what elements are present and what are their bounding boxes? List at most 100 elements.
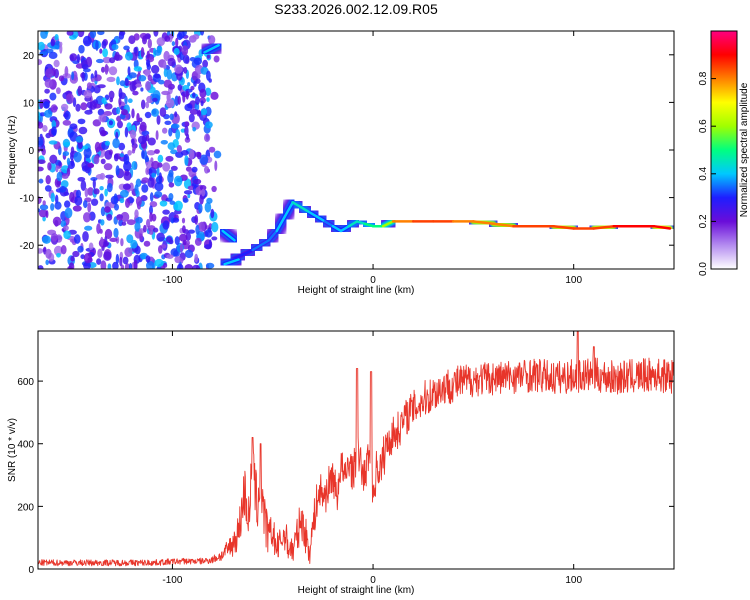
noise-blob	[105, 174, 114, 179]
noise-blob	[83, 252, 92, 264]
noise-blob	[48, 140, 58, 145]
noise-blob	[116, 214, 123, 221]
noise-blob	[163, 50, 170, 62]
noise-blob	[141, 150, 145, 159]
noise-blob	[83, 200, 88, 209]
noise-blob	[120, 238, 124, 247]
noise-blob	[146, 59, 151, 67]
noise-blob	[136, 112, 140, 123]
noise-blob	[91, 198, 99, 206]
noise-blob	[169, 113, 174, 121]
x-tick-label: 0	[370, 275, 376, 286]
noise-blob	[198, 203, 203, 214]
noise-blob	[38, 209, 48, 218]
noise-blob	[175, 37, 179, 48]
noise-blob	[102, 56, 112, 64]
main-ridge	[213, 193, 674, 269]
noise-blob	[153, 31, 159, 37]
noise-blob	[109, 57, 116, 64]
noise-blob	[101, 66, 105, 73]
noise-blob	[87, 187, 94, 196]
noise-blob	[108, 90, 115, 100]
noise-blob	[141, 184, 149, 193]
noise-blob	[50, 104, 58, 113]
noise-blob	[77, 85, 83, 96]
colorbar: 0.0 0.2 0.4 0.6 0.8 Normalized spectral ampl…	[698, 30, 750, 276]
noise-blob	[104, 188, 108, 197]
ridge-segment	[363, 222, 375, 228]
noise-blob	[200, 100, 204, 107]
noise-speckle	[38, 31, 222, 269]
noise-blob	[147, 38, 152, 49]
noise-blob	[104, 63, 109, 75]
noise-blob	[131, 161, 138, 170]
noise-blob	[113, 54, 123, 61]
noise-blob	[69, 53, 78, 61]
noise-blob	[206, 70, 211, 81]
ridge-segment	[492, 222, 515, 228]
noise-blob	[122, 183, 131, 190]
noise-blob	[72, 250, 80, 258]
y-tick-label: 20	[23, 51, 35, 62]
noise-blob	[94, 70, 98, 78]
noise-blob	[76, 54, 80, 63]
noise-blob	[66, 31, 74, 36]
ridge-segment	[592, 224, 616, 230]
noise-blob	[96, 258, 102, 265]
noise-blob	[82, 231, 89, 242]
noise-blob	[184, 264, 194, 269]
ridge-segment	[299, 205, 311, 214]
noise-blob	[139, 231, 143, 242]
noise-blob	[113, 153, 119, 162]
noise-blob	[113, 193, 118, 205]
noise-blob	[80, 102, 88, 111]
noise-blob	[99, 186, 104, 191]
noise-blob	[38, 178, 44, 184]
noise-blob	[184, 103, 193, 112]
ridge-segment	[203, 44, 220, 54]
noise-blob	[196, 110, 201, 117]
noise-blob	[170, 149, 178, 155]
noise-blob	[82, 35, 92, 47]
noise-blob	[176, 263, 184, 269]
noise-blob	[38, 248, 44, 254]
noise-blob	[141, 99, 146, 110]
noise-blob	[103, 163, 113, 171]
noise-blob	[201, 108, 208, 116]
noise-blob	[84, 187, 89, 198]
noise-blob	[132, 145, 136, 152]
ridge-segment	[283, 201, 295, 218]
noise-blob	[161, 90, 171, 96]
noise-blob	[114, 203, 119, 211]
noise-blob	[74, 234, 81, 244]
noise-blob	[97, 248, 103, 258]
noise-blob	[147, 177, 155, 188]
noise-blob	[191, 166, 198, 173]
noise-blob	[156, 115, 161, 125]
noise-blob	[194, 214, 199, 225]
noise-blob	[96, 58, 104, 64]
noise-blob	[137, 135, 147, 145]
noise-blob	[143, 224, 147, 233]
noise-blob	[174, 200, 183, 211]
noise-blob	[66, 93, 74, 104]
noise-blob	[56, 87, 61, 95]
noise-blob	[201, 188, 206, 197]
noise-blob	[69, 191, 75, 203]
noise-blob	[81, 71, 85, 82]
noise-blob	[177, 95, 181, 105]
noise-blob	[42, 125, 48, 132]
noise-blob	[140, 87, 144, 92]
snr-x-ticks: -100 0 100	[162, 331, 582, 586]
noise-blob	[38, 59, 43, 66]
noise-blob	[151, 64, 160, 74]
noise-blob	[193, 178, 202, 185]
colorbar-tick-label: 0.0	[698, 262, 709, 276]
noise-blob	[75, 189, 82, 198]
noise-blob	[95, 40, 99, 51]
noise-blob	[71, 71, 75, 81]
noise-blob	[94, 141, 101, 153]
noise-blob	[174, 64, 183, 74]
noise-blob	[99, 130, 107, 137]
noise-blob	[204, 133, 211, 142]
